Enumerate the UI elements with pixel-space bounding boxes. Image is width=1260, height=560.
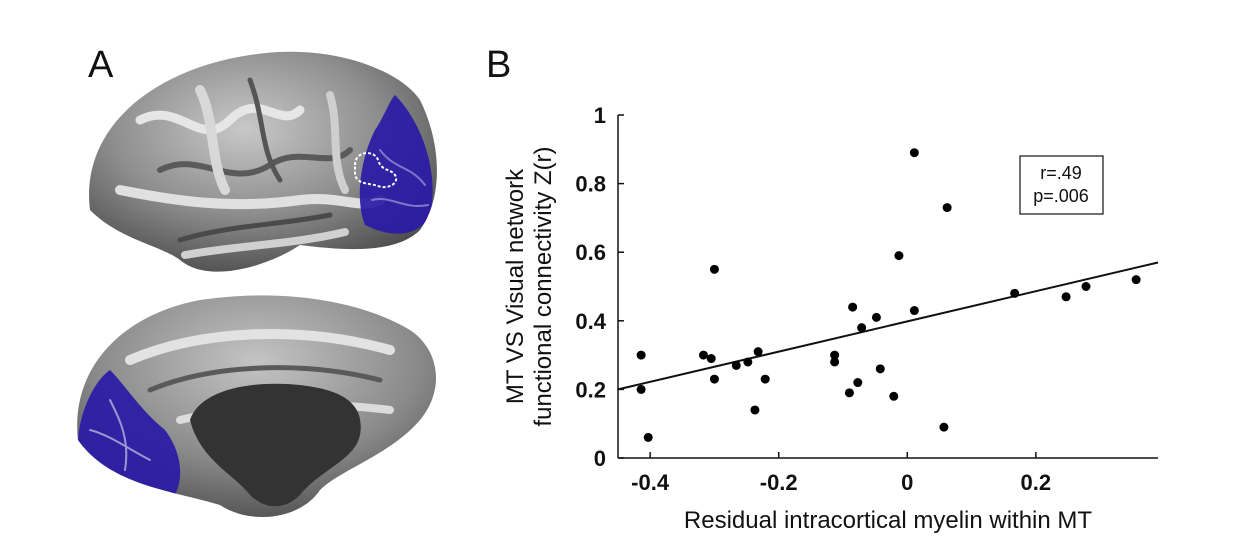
data-point — [743, 357, 753, 367]
data-point — [1061, 292, 1071, 302]
y-tick-labels: 0 0.2 0.4 0.6 0.8 1 — [575, 103, 606, 471]
stats-text-line: p=.006 — [1033, 186, 1089, 206]
x-tick-label: 0 — [901, 470, 913, 495]
data-point — [909, 148, 919, 158]
data-point — [753, 347, 763, 357]
data-point — [853, 378, 863, 388]
y-tick-label: 0.6 — [575, 240, 606, 265]
y-axis-label: MT VS Visual network functional connectiv… — [502, 146, 557, 426]
data-point — [1081, 282, 1091, 291]
data-point — [699, 350, 708, 360]
y-tick-label: 0.8 — [575, 172, 606, 197]
lateral-brain-view — [89, 51, 437, 272]
stats-box — [1019, 155, 1104, 215]
y-axis-label-line: MT VS Visual network — [502, 168, 529, 404]
data-point — [830, 350, 840, 360]
medial-wall — [190, 383, 361, 507]
fit-line — [617, 261, 1159, 391]
panel-a-label: A — [88, 44, 114, 86]
y-tick-label: 0.4 — [575, 309, 606, 334]
data-point — [636, 384, 646, 394]
data-point — [857, 323, 867, 333]
x-tick-label: -0.2 — [760, 470, 798, 495]
data-point — [871, 312, 881, 322]
lateral-cortex-surface — [89, 51, 437, 272]
data-point — [706, 354, 716, 364]
data-point — [709, 374, 719, 384]
data-point — [709, 264, 719, 274]
data-point — [643, 432, 653, 442]
x-tick-label: -0.4 — [631, 470, 670, 495]
fit-line-group — [617, 261, 1159, 391]
data-point — [848, 302, 858, 312]
data-points — [636, 148, 1141, 442]
data-point — [909, 306, 919, 316]
data-point — [1131, 275, 1141, 285]
medial-brain-view — [77, 295, 437, 517]
y-tick-label: 0 — [594, 446, 606, 471]
data-point — [894, 251, 904, 261]
data-point — [942, 203, 952, 213]
y-tick-label: 0.2 — [575, 377, 606, 402]
data-point — [1010, 288, 1020, 298]
x-axis-label: Residual intracortical myelin within MT — [684, 507, 1092, 534]
y-tick-label: 1 — [594, 103, 606, 128]
mt-outline — [354, 152, 398, 189]
visual-network-region-medial — [78, 370, 181, 495]
stats-annotation: r=.49 p=.006 — [1019, 155, 1104, 215]
data-point — [731, 360, 741, 370]
data-point — [830, 357, 840, 367]
data-point — [760, 374, 770, 384]
data-point — [939, 422, 949, 432]
data-point — [636, 350, 646, 360]
x-tick-labels: -0.4 -0.2 0 0.2 — [631, 470, 1051, 495]
panel-b-label: B — [486, 44, 512, 86]
y-axis-label-line: functional connectivity Z(r) — [530, 146, 557, 426]
data-point — [889, 391, 899, 401]
x-tick-label: 0.2 — [1021, 470, 1052, 495]
data-point — [875, 364, 885, 374]
data-point — [844, 388, 854, 398]
chart-axes — [617, 114, 1158, 459]
data-point — [750, 405, 760, 415]
stats-text-line: r=.49 — [1040, 163, 1082, 183]
